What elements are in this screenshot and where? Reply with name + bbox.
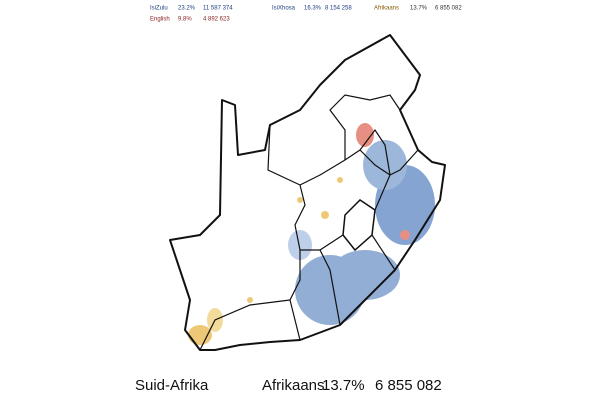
footer: Suid-Afrika Afrikaans 13.7% 6 855 082 [135, 377, 442, 394]
lesotho-outline [342, 199, 376, 252]
blob [356, 123, 374, 147]
blob [400, 230, 410, 240]
language-name: Afrikaans [262, 377, 325, 394]
legend: IsiZulu 23.2% 11 587 374 English 9.8% 4 … [150, 6, 462, 23]
legend-percent: 9.8% [178, 17, 192, 23]
map [169, 34, 446, 351]
language-percent: 13.7% [322, 377, 365, 394]
density-blobs [188, 123, 435, 345]
legend-name: English [150, 17, 170, 23]
legend-count: 8 154 258 [325, 6, 352, 12]
legend-count: 4 892 623 [203, 17, 230, 23]
legend-percent: 16.3% [304, 6, 322, 12]
blob [321, 211, 329, 219]
province-borders [199, 94, 419, 351]
blob [363, 140, 407, 190]
language-count: 6 855 082 [375, 377, 442, 394]
blob [330, 250, 400, 300]
blob [247, 297, 253, 303]
legend-name: IsiZulu [150, 6, 168, 12]
region-name: Suid-Afrika [135, 377, 209, 394]
legend-name: IsiXhosa [272, 6, 296, 12]
blob [297, 197, 303, 203]
country-outline [169, 34, 446, 351]
legend-name: Afrikaans [374, 6, 399, 12]
blob [288, 230, 312, 260]
legend-percent: 13.7% [410, 6, 428, 12]
blob [188, 325, 212, 345]
legend-percent: 23.2% [178, 6, 196, 12]
legend-count: 6 855 082 [435, 6, 462, 12]
legend-count: 11 587 374 [203, 6, 233, 12]
blob [337, 177, 343, 183]
